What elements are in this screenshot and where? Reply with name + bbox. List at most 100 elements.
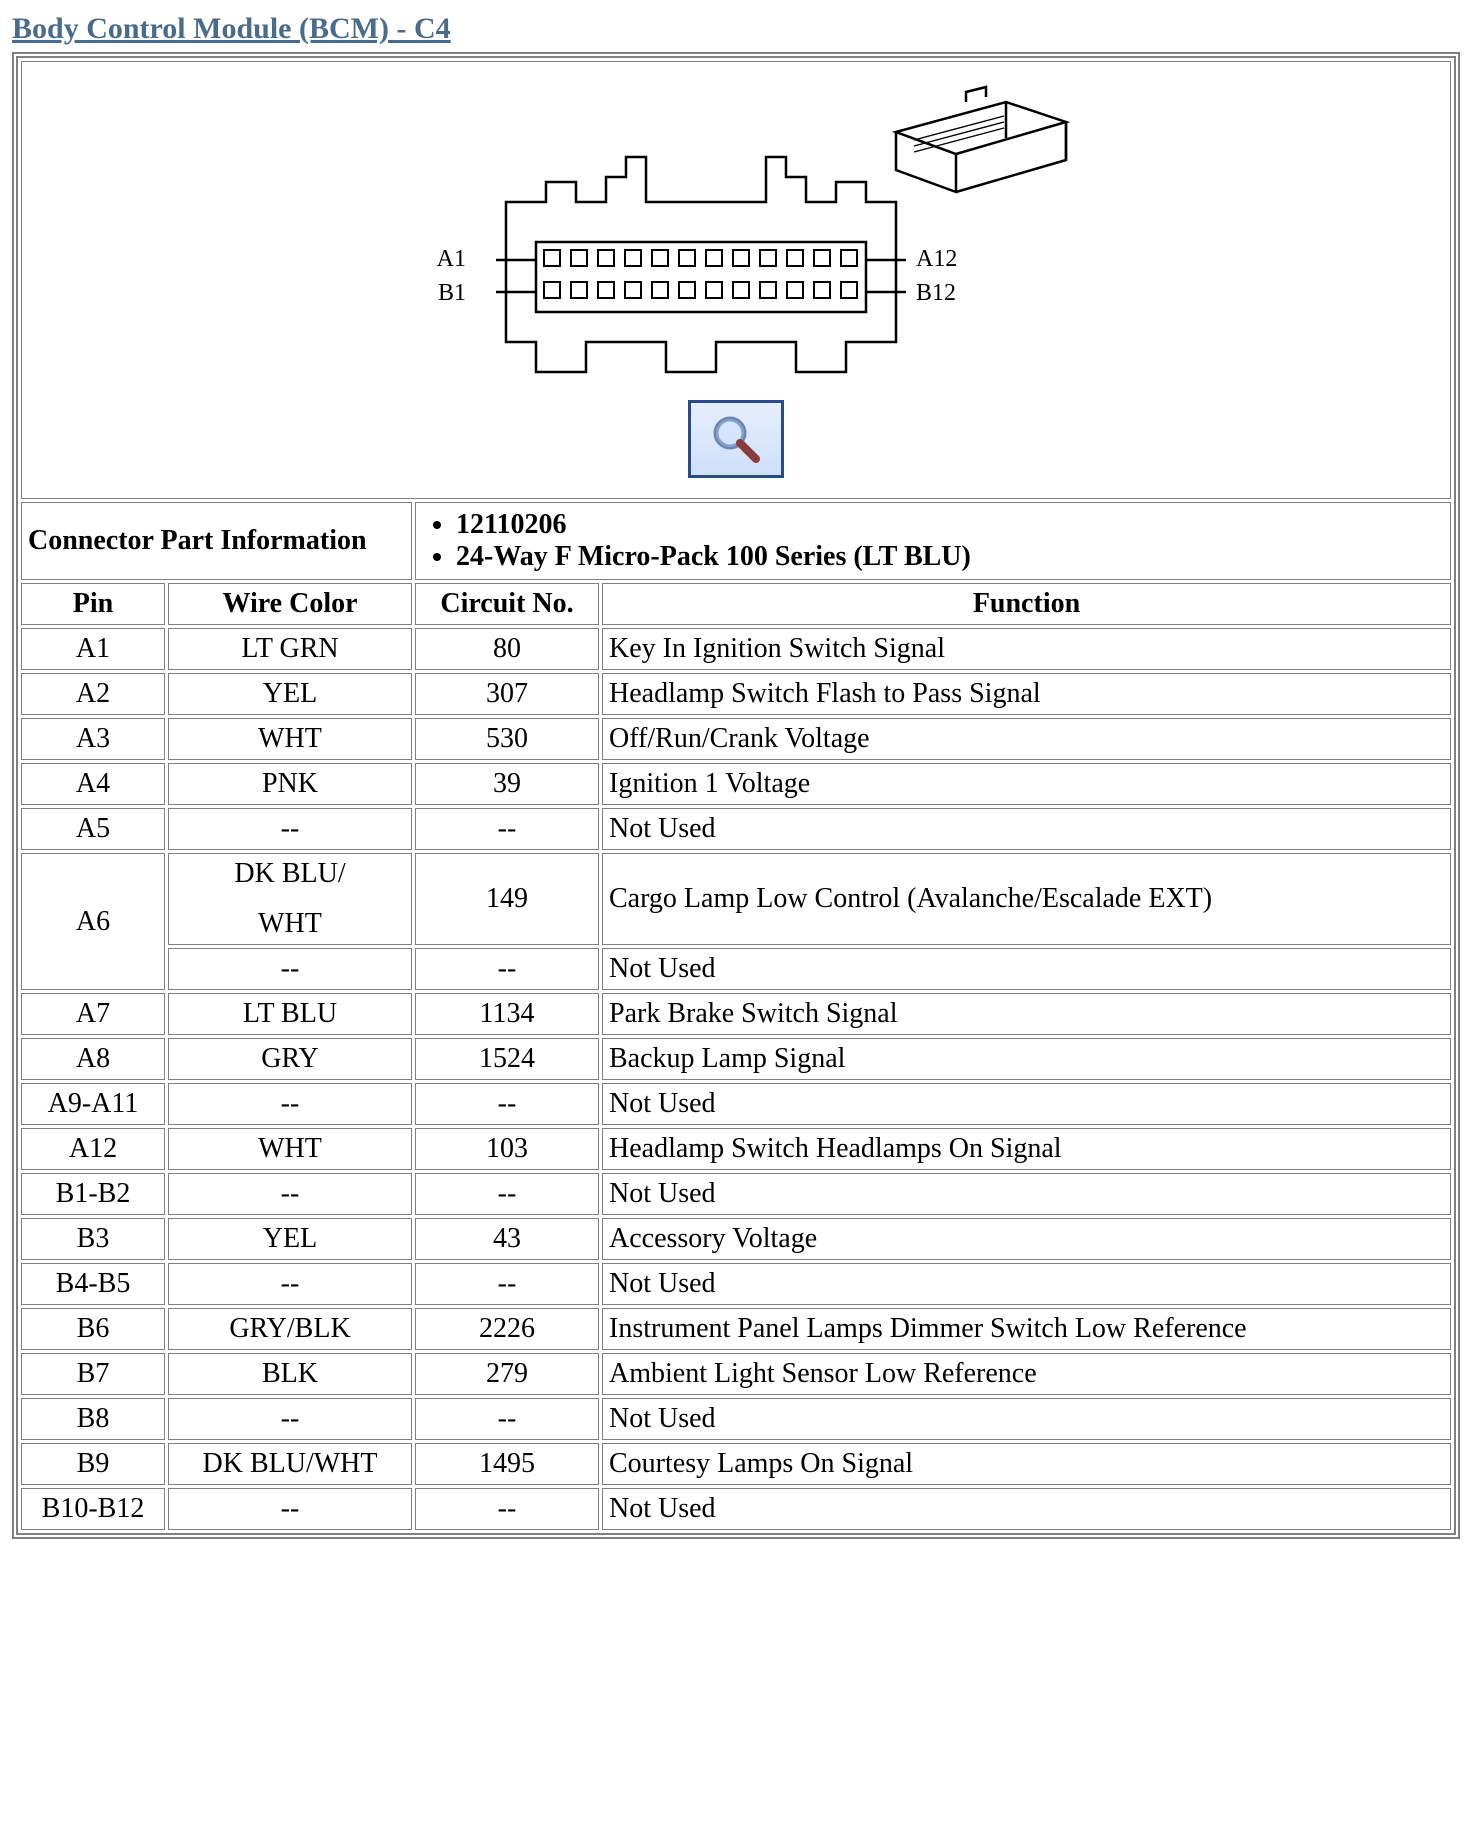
table-row: B9DK BLU/WHT1495Courtesy Lamps On Signal: [21, 1443, 1451, 1485]
circuit-cell: 530: [415, 718, 599, 760]
circuit-cell: --: [415, 1083, 599, 1125]
table-row: A9-A11----Not Used: [21, 1083, 1451, 1125]
pin-cell: A3: [21, 718, 165, 760]
pin-cell: B6: [21, 1308, 165, 1350]
col-header-pin: Pin: [21, 583, 165, 625]
wire-line: DK BLU/: [175, 858, 405, 890]
table-row: B4-B5----Not Used: [21, 1263, 1451, 1305]
table-row: A6 DK BLU/ WHT 149 Cargo Lamp Low Contro…: [21, 853, 1451, 945]
table-row: A3WHT530Off/Run/Crank Voltage: [21, 718, 1451, 760]
function-cell: Backup Lamp Signal: [602, 1038, 1451, 1080]
circuit-cell: 103: [415, 1128, 599, 1170]
function-cell: Not Used: [602, 1173, 1451, 1215]
circuit-cell: --: [415, 808, 599, 850]
magnifier-icon: [708, 411, 764, 467]
table-row: A12WHT103Headlamp Switch Headlamps On Si…: [21, 1128, 1451, 1170]
table-row: B8----Not Used: [21, 1398, 1451, 1440]
pin-cell: A2: [21, 673, 165, 715]
function-cell: Off/Run/Crank Voltage: [602, 718, 1451, 760]
circuit-cell: --: [415, 1488, 599, 1530]
wire-cell: --: [168, 808, 412, 850]
table-row: A1LT GRN80Key In Ignition Switch Signal: [21, 628, 1451, 670]
pin-label-a1: A1: [437, 246, 466, 272]
connector-table: A1 B1 A12 B12 Connector Part Info: [12, 52, 1460, 1539]
col-header-wire: Wire Color: [168, 583, 412, 625]
pin-cell: A9-A11: [21, 1083, 165, 1125]
function-cell: Not Used: [602, 1488, 1451, 1530]
part-info-values: 12110206 24-Way F Micro-Pack 100 Series …: [415, 502, 1451, 580]
circuit-cell: 80: [415, 628, 599, 670]
function-cell: Courtesy Lamps On Signal: [602, 1443, 1451, 1485]
table-row: B7BLK279Ambient Light Sensor Low Referen…: [21, 1353, 1451, 1395]
pin-label-b1: B1: [438, 280, 466, 306]
table-row: A8GRY1524Backup Lamp Signal: [21, 1038, 1451, 1080]
table-row: B10-B12----Not Used: [21, 1488, 1451, 1530]
wire-cell: --: [168, 948, 412, 990]
zoom-button[interactable]: [688, 400, 784, 478]
part-description: 24-Way F Micro-Pack 100 Series (LT BLU): [456, 541, 1444, 573]
function-cell: Headlamp Switch Headlamps On Signal: [602, 1128, 1451, 1170]
wire-cell: WHT: [168, 1128, 412, 1170]
wire-cell: YEL: [168, 673, 412, 715]
table-row: B1-B2----Not Used: [21, 1173, 1451, 1215]
wire-cell: GRY: [168, 1038, 412, 1080]
wire-cell: GRY/BLK: [168, 1308, 412, 1350]
wire-cell: BLK: [168, 1353, 412, 1395]
function-cell: Cargo Lamp Low Control (Avalanche/Escala…: [602, 853, 1451, 945]
col-header-circuit: Circuit No.: [415, 583, 599, 625]
function-cell: Key In Ignition Switch Signal: [602, 628, 1451, 670]
connector-diagram: A1 B1 A12 B12: [376, 82, 1096, 382]
circuit-cell: --: [415, 1173, 599, 1215]
pin-cell: A12: [21, 1128, 165, 1170]
circuit-cell: 279: [415, 1353, 599, 1395]
pin-cell: B3: [21, 1218, 165, 1260]
wire-cell: YEL: [168, 1218, 412, 1260]
circuit-cell: 149: [415, 853, 599, 945]
wire-cell: LT GRN: [168, 628, 412, 670]
wire-line: WHT: [175, 908, 405, 940]
function-cell: Instrument Panel Lamps Dimmer Switch Low…: [602, 1308, 1451, 1350]
function-cell: Headlamp Switch Flash to Pass Signal: [602, 673, 1451, 715]
table-row: A2YEL307Headlamp Switch Flash to Pass Si…: [21, 673, 1451, 715]
function-cell: Not Used: [602, 1398, 1451, 1440]
col-header-function: Function: [602, 583, 1451, 625]
diagram-cell: A1 B1 A12 B12: [21, 61, 1451, 499]
pin-cell: B4-B5: [21, 1263, 165, 1305]
function-cell: Not Used: [602, 948, 1451, 990]
wire-cell: --: [168, 1398, 412, 1440]
wire-cell: --: [168, 1488, 412, 1530]
circuit-cell: 39: [415, 763, 599, 805]
pin-cell: A8: [21, 1038, 165, 1080]
pin-cell: A1: [21, 628, 165, 670]
circuit-cell: --: [415, 1398, 599, 1440]
pin-cell: B10-B12: [21, 1488, 165, 1530]
circuit-cell: 1495: [415, 1443, 599, 1485]
wire-cell: --: [168, 1263, 412, 1305]
table-row: A5----Not Used: [21, 808, 1451, 850]
table-row: -- -- Not Used: [21, 948, 1451, 990]
circuit-cell: 1134: [415, 993, 599, 1035]
part-number: 12110206: [456, 509, 1444, 541]
function-cell: Not Used: [602, 808, 1451, 850]
table-row: A4PNK39Ignition 1 Voltage: [21, 763, 1451, 805]
function-cell: Accessory Voltage: [602, 1218, 1451, 1260]
wire-cell: PNK: [168, 763, 412, 805]
part-info-header: Connector Part Information: [21, 502, 412, 580]
wire-cell: --: [168, 1083, 412, 1125]
circuit-cell: 1524: [415, 1038, 599, 1080]
table-row: A7LT BLU1134Park Brake Switch Signal: [21, 993, 1451, 1035]
function-cell: Park Brake Switch Signal: [602, 993, 1451, 1035]
function-cell: Ambient Light Sensor Low Reference: [602, 1353, 1451, 1395]
circuit-cell: 307: [415, 673, 599, 715]
pin-cell: B8: [21, 1398, 165, 1440]
function-cell: Not Used: [602, 1083, 1451, 1125]
function-cell: Ignition 1 Voltage: [602, 763, 1451, 805]
pin-cell: A6: [21, 853, 165, 990]
pin-label-a12: A12: [916, 246, 957, 272]
wire-cell: DK BLU/WHT: [168, 1443, 412, 1485]
pin-cell: A5: [21, 808, 165, 850]
pin-label-b12: B12: [916, 280, 956, 306]
wire-cell: --: [168, 1173, 412, 1215]
pin-cell: B9: [21, 1443, 165, 1485]
pin-cell: A7: [21, 993, 165, 1035]
